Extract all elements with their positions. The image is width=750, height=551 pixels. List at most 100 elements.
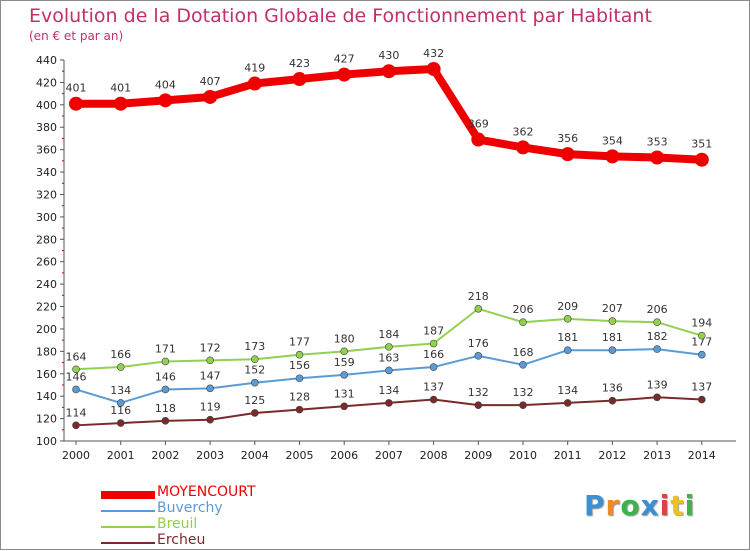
data-point — [72, 365, 80, 374]
data-label: 125 — [244, 394, 265, 407]
data-point — [429, 363, 438, 371]
data-point — [519, 401, 527, 409]
data-point — [116, 419, 125, 427]
y-tick-label: 240 — [36, 278, 57, 291]
data-point — [385, 399, 393, 407]
data-label: 369 — [468, 118, 489, 131]
x-tick-label: 2000 — [62, 449, 90, 462]
y-tick-label: 320 — [36, 188, 57, 201]
chart-subtitle: (en € et par an) — [29, 29, 124, 43]
data-point — [295, 350, 304, 359]
data-point — [72, 385, 80, 394]
legend-label: Buverchy — [157, 500, 223, 516]
data-point — [474, 352, 483, 360]
data-label: 132 — [513, 386, 534, 399]
y-tick-label: 200 — [36, 323, 57, 336]
data-point — [72, 421, 80, 430]
data-point — [563, 399, 572, 407]
data-point — [429, 395, 438, 404]
data-label: 146 — [66, 370, 87, 383]
data-label: 172 — [200, 341, 221, 354]
data-point — [563, 346, 572, 355]
data-point — [340, 347, 349, 356]
data-point — [519, 360, 527, 369]
data-label: 430 — [378, 49, 399, 62]
data-point — [516, 140, 530, 155]
data-point — [113, 96, 128, 111]
data-point — [653, 393, 661, 402]
data-label: 187 — [423, 325, 444, 338]
data-label: 404 — [155, 78, 176, 91]
x-tick-label: 2001 — [107, 449, 135, 462]
x-tick-label: 2004 — [241, 449, 269, 462]
y-tick-label: 260 — [36, 256, 57, 269]
y-tick-label: 400 — [36, 99, 57, 112]
data-point — [340, 371, 349, 379]
logo-letter: t — [670, 489, 685, 522]
data-label: 354 — [602, 134, 623, 147]
y-tick-label: 160 — [36, 368, 57, 381]
data-label: 139 — [647, 378, 668, 391]
data-label: 407 — [200, 75, 221, 88]
x-tick-label: 2003 — [196, 449, 224, 462]
data-label: 353 — [647, 135, 668, 148]
x-tick-label: 2008 — [420, 449, 448, 462]
data-label: 131 — [334, 387, 355, 400]
x-tick-label: 2014 — [688, 449, 716, 462]
data-label: 134 — [110, 384, 131, 397]
data-point — [563, 315, 572, 323]
x-tick-label: 2013 — [643, 449, 671, 462]
data-label: 163 — [378, 351, 399, 364]
data-point — [251, 378, 259, 387]
data-point — [206, 356, 214, 365]
logo-letter: o — [620, 489, 641, 522]
data-label: 177 — [691, 336, 712, 349]
data-point — [605, 149, 620, 164]
data-label: 116 — [110, 404, 131, 417]
data-point — [206, 384, 214, 393]
chart-title: Evolution de la Dotation Globale de Fonc… — [29, 5, 652, 27]
data-point — [608, 346, 617, 355]
data-point — [251, 409, 259, 417]
legend-swatch — [101, 491, 155, 499]
data-point — [116, 399, 125, 407]
data-label: 194 — [691, 317, 712, 330]
data-point — [340, 402, 349, 411]
data-label: 423 — [289, 57, 310, 70]
data-label: 176 — [468, 337, 489, 350]
data-label: 152 — [244, 364, 265, 377]
legend-swatch — [101, 510, 155, 512]
data-point — [381, 64, 396, 79]
legend-swatch — [101, 542, 155, 544]
data-label: 362 — [513, 125, 534, 138]
data-point — [474, 401, 483, 409]
y-tick-label: 140 — [36, 390, 57, 403]
data-label: 136 — [602, 382, 623, 395]
logo-letter: P — [584, 489, 606, 522]
data-label: 401 — [110, 82, 131, 95]
data-label: 118 — [155, 402, 176, 415]
data-label: 356 — [557, 132, 578, 145]
data-label: 168 — [513, 346, 534, 359]
data-point — [429, 339, 438, 348]
data-label: 146 — [155, 370, 176, 383]
data-label: 419 — [244, 62, 265, 75]
data-point — [251, 355, 259, 363]
legend-label: Ercheu — [157, 532, 206, 548]
data-point — [697, 331, 706, 340]
data-point — [560, 147, 575, 162]
data-label: 432 — [423, 47, 444, 60]
data-point — [158, 93, 173, 108]
y-tick-label: 220 — [36, 301, 57, 314]
x-tick-label: 2011 — [554, 449, 582, 462]
data-point — [295, 374, 304, 383]
data-point — [69, 96, 83, 111]
x-tick-label: 2010 — [509, 449, 537, 462]
data-label: 159 — [334, 356, 355, 369]
data-label: 114 — [66, 406, 87, 419]
data-label: 137 — [423, 381, 444, 394]
y-tick-label: 440 — [36, 54, 57, 67]
data-label: 401 — [66, 82, 87, 95]
data-label: 134 — [378, 384, 399, 397]
data-label: 218 — [468, 290, 489, 303]
